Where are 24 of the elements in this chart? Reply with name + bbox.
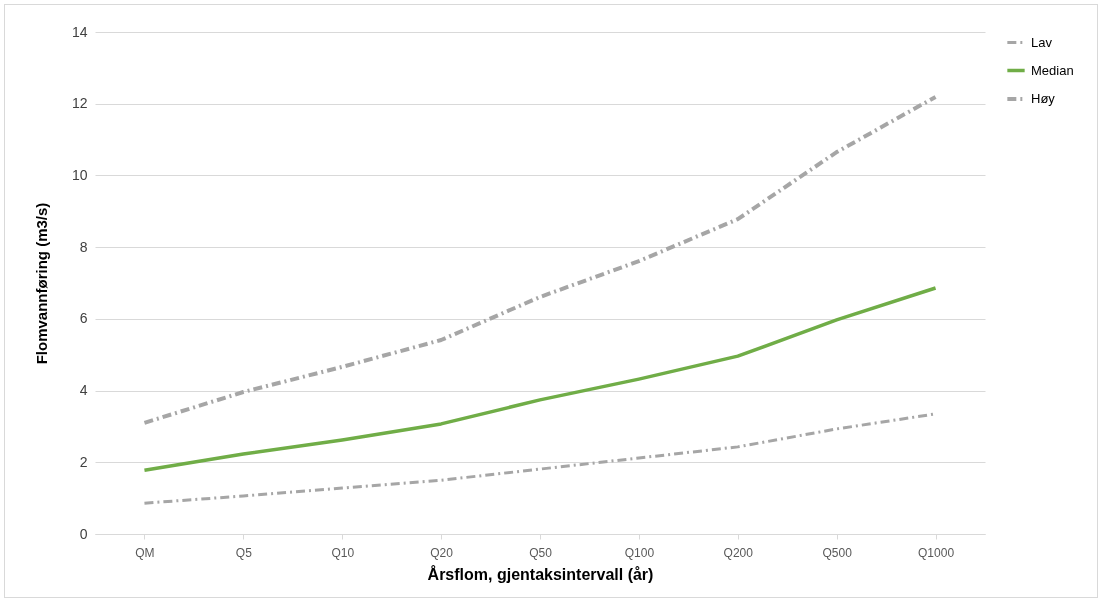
y-tick-label: 4 [79,382,88,399]
line-series [142,286,938,472]
x-tick-label: QM [135,545,155,560]
x-tick-label: Q5 [235,545,253,560]
x-axis-title: Årsflom, gjentaksintervall (år) [427,564,654,583]
legend-label: Median [1031,62,1074,78]
legend-label: Lav [1031,34,1053,50]
x-tick-label: Q20 [430,545,454,560]
x-tick-label: Q500 [822,545,853,560]
legend-label: Høy [1031,91,1056,106]
x-tick-label: Q50 [529,545,553,560]
y-tick-label: 10 [71,166,88,183]
y-axis-title: Flomvannføring (m3/s) [32,202,50,365]
x-tick-label: Q200 [723,545,754,560]
line-series [142,94,938,425]
y-tick-label: 8 [79,238,88,255]
y-tick-label: 6 [79,310,88,327]
y-tick-label: 12 [71,95,88,112]
x-tick-label: Q1000 [918,545,955,560]
x-tick-label: Q100 [624,545,655,560]
y-tick-label: 2 [79,453,88,470]
x-tick-label: Q10 [331,545,355,560]
y-tick-label: 14 [71,23,88,40]
y-tick-label: 0 [79,525,88,542]
